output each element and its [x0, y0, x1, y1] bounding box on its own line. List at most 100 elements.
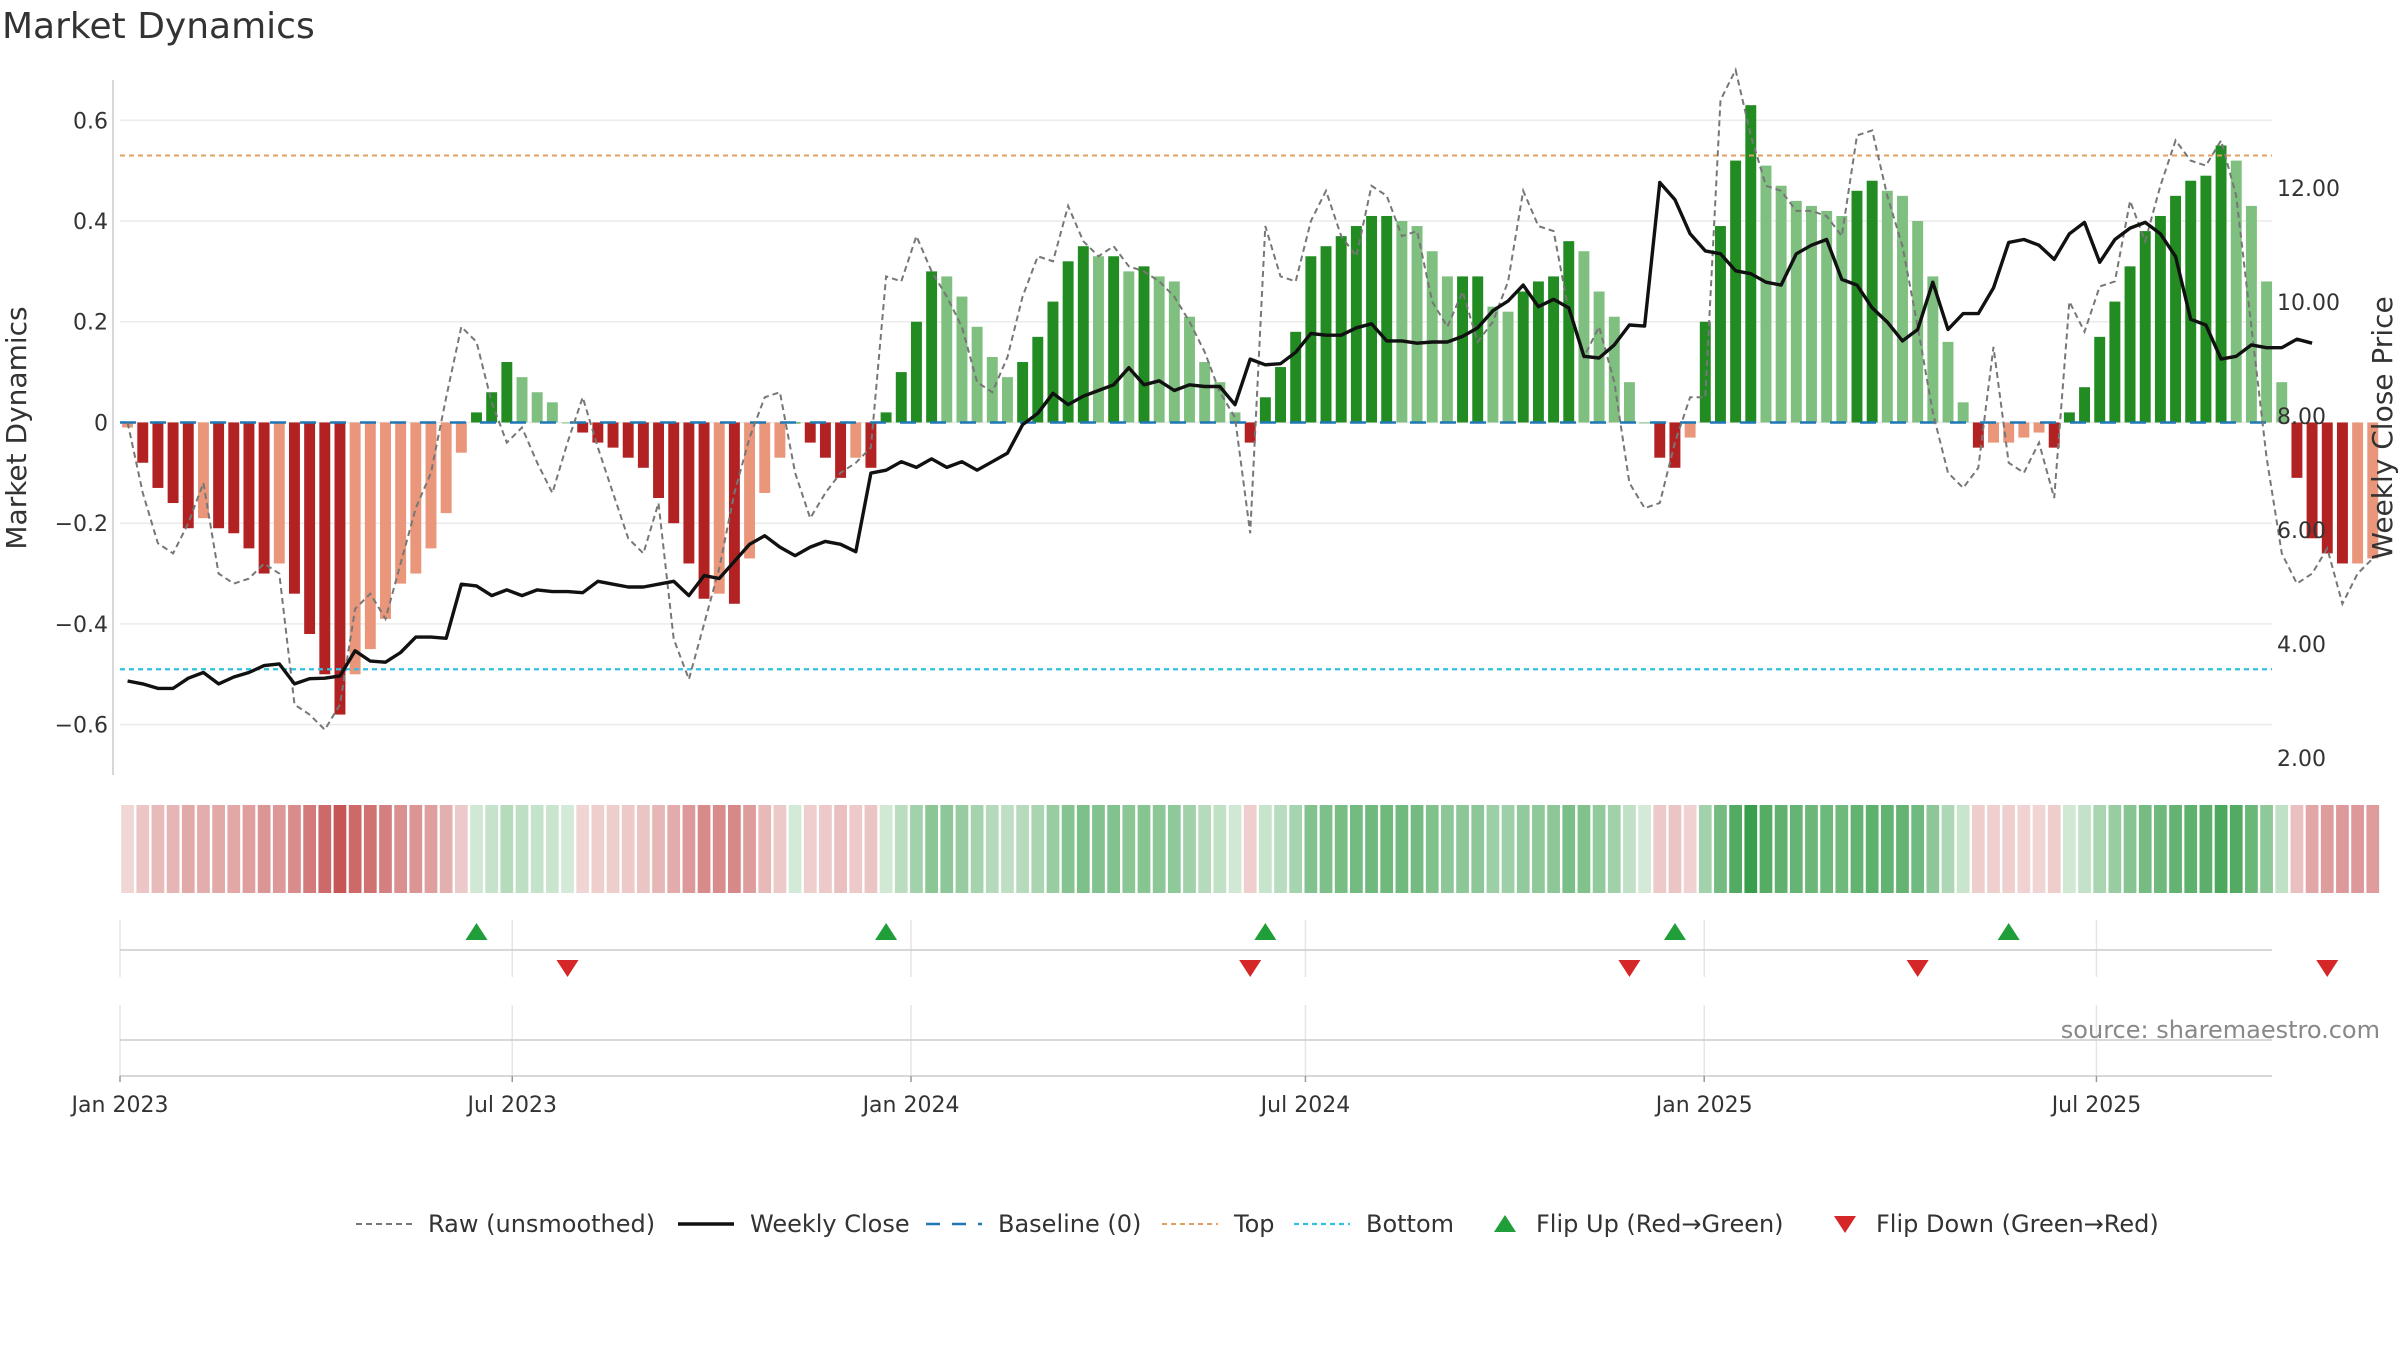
regime-cell — [2108, 805, 2122, 893]
regime-cell — [1365, 805, 1378, 893]
dynamics-bar — [774, 422, 786, 458]
dynamics-bar — [531, 392, 543, 423]
dynamics-bar — [2230, 160, 2242, 423]
flip-markers — [465, 923, 2339, 977]
regime-cell — [1016, 805, 1029, 893]
dynamics-bar — [668, 422, 680, 524]
legend-swatch — [1834, 1216, 1856, 1233]
dynamics-bar — [1062, 261, 1074, 423]
dynamics-bar — [2094, 336, 2106, 423]
regime-cell — [1289, 805, 1303, 893]
flip-down-marker — [1906, 960, 1929, 977]
chart-title: Market Dynamics — [2, 6, 315, 47]
dynamics-bar — [1775, 185, 1787, 423]
dynamics-bar — [698, 422, 710, 599]
dynamics-bar — [213, 422, 225, 529]
regime-cell — [1623, 805, 1636, 893]
regime-cell — [621, 805, 635, 893]
dynamics-bar — [2048, 422, 2060, 448]
regime-cell — [530, 805, 544, 893]
source-label: source: sharemaestro.com — [2061, 1016, 2380, 1044]
x-tick-label: Jul 2024 — [1259, 1093, 1351, 1118]
dynamics-bar — [971, 326, 983, 423]
dynamics-bar — [2336, 422, 2348, 564]
legend-item: Bottom — [1294, 1210, 1454, 1238]
regime-cell — [1486, 805, 1500, 893]
dynamics-bar — [425, 422, 437, 549]
regime-cell — [1137, 805, 1151, 893]
dynamics-bar — [1472, 276, 1484, 423]
dynamics-bar — [2215, 145, 2227, 423]
regime-cell — [2002, 805, 2016, 893]
dynamics-bar — [228, 422, 240, 534]
regime-cell — [1850, 805, 1864, 893]
dynamics-bar — [835, 422, 847, 478]
regime-cell — [1243, 805, 1257, 893]
flip-up-marker — [1254, 923, 1277, 940]
dynamics-bar — [2367, 422, 2379, 559]
regime-cell — [697, 805, 711, 893]
regime-cell — [1304, 805, 1318, 893]
dynamics-bar — [395, 422, 407, 584]
dynamics-bar — [2033, 422, 2045, 433]
regime-cell — [2245, 805, 2258, 893]
regime-cell — [2260, 805, 2273, 893]
regime-strip — [121, 805, 2380, 893]
regime-cell — [2351, 805, 2364, 893]
dynamics-bar — [1745, 105, 1757, 423]
regime-cell — [1865, 805, 1879, 893]
dynamics-bar — [728, 422, 740, 604]
regime-cell — [1228, 805, 1242, 893]
legend-label: Weekly Close — [750, 1210, 910, 1238]
regime-cell — [2184, 805, 2198, 893]
regime-cell — [925, 805, 938, 893]
dynamics-bar — [622, 422, 634, 458]
reference-lines — [120, 154, 2272, 671]
dynamics-bar — [1047, 301, 1059, 423]
regime-cell — [1107, 805, 1121, 893]
regime-cell — [1441, 805, 1454, 893]
regime-cell — [819, 805, 832, 893]
regime-cell — [1471, 805, 1485, 893]
regime-cell — [773, 805, 787, 893]
regime-cell — [500, 805, 514, 893]
dynamics-bar — [956, 296, 968, 423]
regime-cell — [348, 805, 362, 893]
dynamics-bar — [926, 271, 938, 423]
dynamics-bar — [197, 422, 209, 519]
regime-cell — [1501, 805, 1515, 893]
dynamics-bar — [2321, 422, 2333, 554]
regime-cell — [728, 805, 741, 893]
dynamics-bar — [1881, 190, 1893, 423]
regime-cell — [1258, 805, 1272, 893]
y-tick-label-right: 12.00 — [2277, 177, 2340, 202]
regime-cell — [1987, 805, 2000, 893]
regime-cell — [1835, 805, 1849, 893]
regime-cell — [1714, 805, 1727, 893]
dynamics-bar — [1502, 311, 1514, 423]
dynamics-bar — [2018, 422, 2030, 438]
regime-cell — [2032, 805, 2046, 893]
regime-cell — [136, 805, 150, 893]
regime-cell — [682, 805, 696, 893]
regime-cell — [212, 805, 225, 893]
dynamics-bar — [1366, 215, 1378, 423]
regime-cell — [121, 805, 134, 893]
dynamics-bar — [1441, 276, 1453, 423]
dynamics-bar — [895, 372, 907, 423]
dynamics-bar — [1851, 190, 1863, 423]
regime-cell — [2047, 805, 2061, 893]
dynamics-bar — [288, 422, 300, 594]
dynamics-bar — [1623, 382, 1635, 423]
dynamics-bar — [1123, 271, 1135, 423]
regime-cell — [1319, 805, 1333, 893]
regime-cell — [1547, 805, 1560, 893]
dynamics-bar — [1639, 422, 1651, 424]
y-tick-label-left: 0.6 — [73, 109, 108, 134]
dynamics-bar — [562, 422, 573, 424]
regime-cell — [985, 805, 999, 893]
regime-cell — [1046, 805, 1060, 893]
regime-cell — [151, 805, 165, 893]
dynamics-bar — [364, 422, 376, 650]
regime-cell — [485, 805, 499, 893]
